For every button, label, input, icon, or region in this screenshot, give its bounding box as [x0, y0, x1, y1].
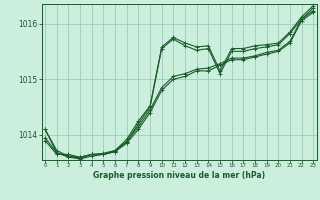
X-axis label: Graphe pression niveau de la mer (hPa): Graphe pression niveau de la mer (hPa)	[93, 171, 265, 180]
